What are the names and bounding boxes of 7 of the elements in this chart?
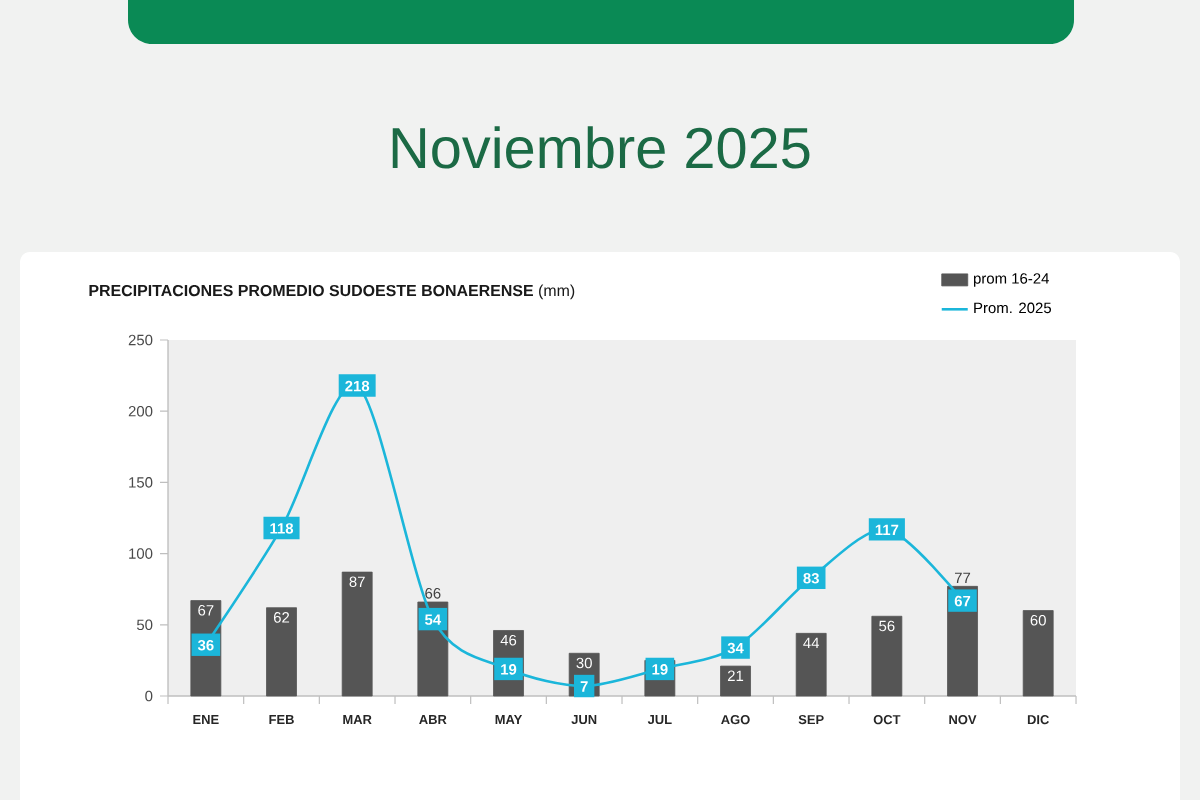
bar: [871, 615, 903, 697]
bar: [795, 632, 827, 697]
bar: [1022, 610, 1054, 697]
chart-title: Noviembre 2025: [392, 126, 810, 169]
bar: [720, 665, 751, 697]
bar: [266, 607, 297, 697]
bar: [341, 571, 373, 697]
